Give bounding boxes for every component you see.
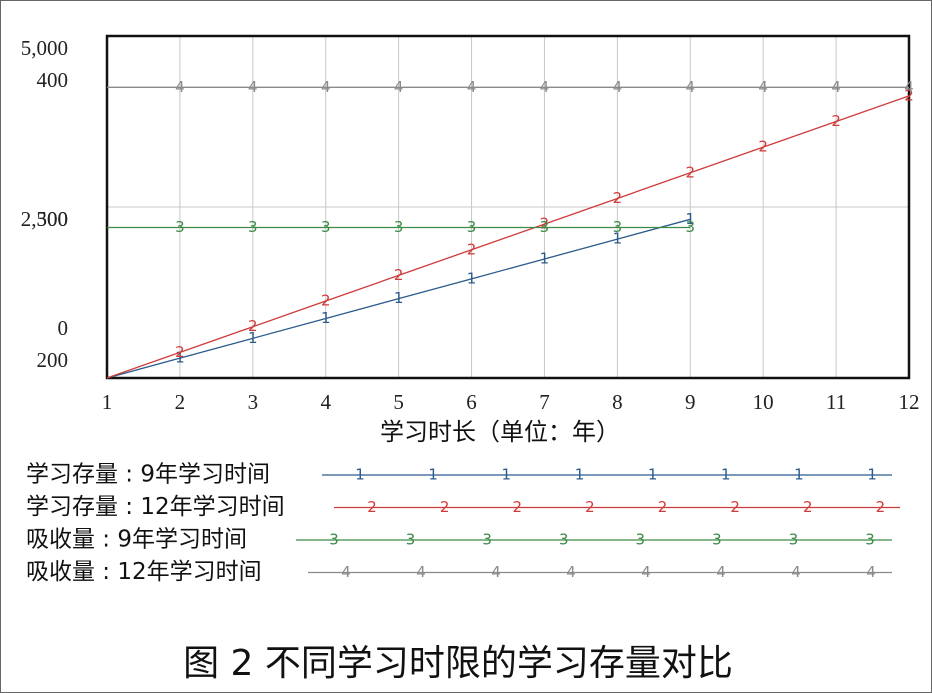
x-tick-label: 9 <box>685 390 696 414</box>
x-tick-label: 5 <box>393 390 404 414</box>
legend-marker: 2 <box>440 498 450 516</box>
series-line <box>106 218 691 379</box>
legend-marker: 4 <box>416 563 426 581</box>
point-marker: 3 <box>467 218 477 236</box>
point-marker: 2 <box>758 138 768 156</box>
x-tick-label: 12 <box>899 390 920 414</box>
y2-tick-label: 400 <box>37 68 69 92</box>
point-marker: 2 <box>540 215 550 233</box>
point-marker: 2 <box>321 292 331 310</box>
y2-tick-label: 300 <box>37 207 69 231</box>
point-marker: 1 <box>540 249 550 267</box>
point-marker: 3 <box>613 218 623 236</box>
series-line <box>106 95 910 379</box>
point-marker: 1 <box>685 210 695 228</box>
legend-marker: 1 <box>428 466 438 484</box>
legend-marker: 2 <box>876 498 886 516</box>
point-marker: 3 <box>248 218 258 236</box>
legend-marker: 3 <box>636 531 646 549</box>
legend-marker: 4 <box>641 563 651 581</box>
legend-marker: 2 <box>658 498 668 516</box>
point-marker: 2 <box>248 317 258 335</box>
point-marker: 1 <box>467 269 477 287</box>
x-tick-label: 3 <box>248 390 259 414</box>
point-marker: 4 <box>831 78 841 96</box>
point-marker: 2 <box>904 86 914 104</box>
legend-marker: 3 <box>712 531 722 549</box>
point-marker: 3 <box>540 218 550 236</box>
point-marker: 2 <box>613 189 623 207</box>
legend-marker: 1 <box>355 466 365 484</box>
legend-marker: 4 <box>791 563 801 581</box>
legend-marker: 3 <box>406 531 416 549</box>
legend-marker: 2 <box>512 498 522 516</box>
point-marker: 2 <box>467 240 477 258</box>
legend-marker: 3 <box>865 531 875 549</box>
legend-label: 吸收量 : 9年学习时间 <box>26 527 247 553</box>
x-tick-label: 6 <box>466 390 477 414</box>
point-marker: 1 <box>394 289 404 307</box>
point-marker: 1 <box>321 309 331 327</box>
point-marker: 3 <box>394 218 404 236</box>
point-marker: 4 <box>613 78 623 96</box>
legend-marker: 4 <box>566 563 576 581</box>
point-marker: 2 <box>394 266 404 284</box>
legend-marker: 1 <box>575 466 585 484</box>
legend-marker: 1 <box>867 466 877 484</box>
legend-marker: 2 <box>585 498 595 516</box>
legend-marker: 4 <box>491 563 501 581</box>
legend-marker: 1 <box>721 466 731 484</box>
x-tick-label: 7 <box>539 390 550 414</box>
chart-title: 图 2 不同学习时限的学习存量对比 <box>183 643 733 684</box>
point-marker: 4 <box>758 78 768 96</box>
point-marker: 4 <box>175 78 185 96</box>
point-marker: 2 <box>831 112 841 130</box>
legend-marker: 4 <box>866 563 876 581</box>
point-marker: 1 <box>175 349 185 367</box>
legend-marker: 4 <box>716 563 726 581</box>
point-marker: 3 <box>685 218 695 236</box>
point-marker: 4 <box>248 78 258 96</box>
plot-frame <box>105 34 911 380</box>
x-tick-label: 10 <box>753 390 774 414</box>
point-marker: 4 <box>685 78 695 96</box>
legend-marker: 2 <box>730 498 740 516</box>
legend-marker: 2 <box>367 498 377 516</box>
x-axis-label: 学习时长（单位：年） <box>380 418 620 446</box>
point-marker: 4 <box>321 78 331 96</box>
legend-marker: 2 <box>803 498 813 516</box>
point-marker: 4 <box>540 78 550 96</box>
x-tick-label: 2 <box>175 390 186 414</box>
legend-marker: 3 <box>789 531 799 549</box>
legend-marker: 1 <box>502 466 512 484</box>
legend-marker: 1 <box>794 466 804 484</box>
point-marker: 3 <box>175 218 185 236</box>
point-marker: 1 <box>613 230 623 248</box>
y-tick-label: 5,000 <box>21 36 68 60</box>
legend-label: 学习存量 : 12年学习时间 <box>26 494 285 520</box>
x-tick-label: 8 <box>612 390 623 414</box>
x-tick-label: 1 <box>102 390 113 414</box>
point-marker: 3 <box>321 218 331 236</box>
point-marker: 2 <box>685 163 695 181</box>
legend-label: 学习存量 : 9年学习时间 <box>26 462 270 488</box>
x-tick-label: 11 <box>826 390 846 414</box>
legend-marker: 3 <box>559 531 569 549</box>
legend-label: 吸收量 : 12年学习时间 <box>26 559 262 585</box>
point-marker: 4 <box>904 78 914 96</box>
x-tick-label: 4 <box>320 390 331 414</box>
legend-marker: 3 <box>482 531 492 549</box>
point-marker: 2 <box>175 343 185 361</box>
legend-marker: 4 <box>341 563 351 581</box>
point-marker: 4 <box>467 78 477 96</box>
y-tick-label: 0 <box>58 316 69 340</box>
point-marker: 1 <box>248 329 258 347</box>
y-tick-label: 2,500 <box>21 207 68 231</box>
legend-marker: 3 <box>329 531 339 549</box>
y2-tick-label: 200 <box>37 348 69 372</box>
legend-marker: 1 <box>648 466 658 484</box>
point-marker: 4 <box>394 78 404 96</box>
